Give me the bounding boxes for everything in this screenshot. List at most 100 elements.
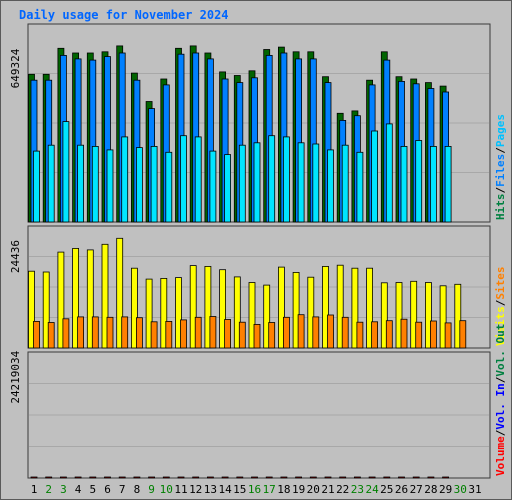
bar-volume-day-23: [353, 476, 361, 479]
chart-title: Daily usage for November 2024: [19, 8, 229, 22]
bar-volume-day-16: [251, 476, 258, 479]
bar-pages-day-16: [253, 142, 261, 223]
x-tick-label-day-9: 9: [148, 483, 155, 496]
x-tick-label-day-18: 18: [277, 483, 290, 496]
x-tick-label-day-30: 30: [454, 483, 467, 496]
bar-sites-day-3: [62, 318, 70, 349]
bar-sites-day-5: [91, 316, 99, 349]
bar-pages-day-6: [106, 149, 114, 223]
bar-volume-day-8: [133, 476, 141, 479]
x-tick-label-day-29: 29: [439, 483, 452, 496]
x-tick-label-day-22: 22: [336, 483, 349, 496]
bar-sites-day-9: [150, 321, 158, 349]
bar-visits-day-16: [248, 282, 256, 349]
x-tick-label-day-14: 14: [218, 483, 232, 496]
legend-entry: Visits: [494, 306, 507, 346]
bar-pages-day-18: [282, 136, 290, 223]
x-tick-label-day-26: 26: [395, 483, 408, 496]
bar-volume-day-20: [309, 476, 317, 479]
bar-sites-day-16: [253, 323, 261, 349]
bar-sites-day-1: [33, 320, 40, 349]
bar-visits-day-4: [72, 247, 79, 349]
bar-visits-day-15: [233, 276, 241, 349]
bar-volume-day-11: [177, 476, 185, 479]
bar-volume-day-18: [280, 476, 288, 479]
bar-pages-day-23: [356, 151, 364, 223]
bar-pages-day-1: [33, 150, 40, 223]
bar-sites-day-28: [429, 320, 437, 349]
bar-visits-day-21: [322, 265, 329, 349]
bar-sites-day-18: [282, 316, 290, 349]
bar-volume-day-24: [368, 476, 376, 479]
bar-sites-day-4: [77, 316, 84, 349]
bar-sites-day-22: [341, 316, 349, 349]
x-tick-label-day-2: 2: [45, 483, 52, 496]
bar-visits-day-23: [351, 267, 359, 349]
x-axis-labels: 1 2 3 4 5 6 7 8 9 10 11 12 13 14 15 16 17 18 19 20 21 22 23 24 2…: [31, 483, 482, 496]
bar-volume-day-19: [295, 476, 303, 479]
bar-sites-day-11: [180, 319, 187, 349]
x-tick-label-day-7: 7: [119, 483, 126, 496]
legend-entry: Files: [494, 154, 507, 187]
bar-volume-day-9: [148, 476, 156, 479]
bar-pages-day-14: [224, 154, 232, 223]
x-tick-label-day-13: 13: [204, 483, 217, 496]
bar-volume-day-29: [442, 476, 450, 479]
bar-pages-day-2: [47, 144, 55, 223]
bar-volume-day-13: [206, 476, 214, 479]
x-tick-label-day-24: 24: [365, 483, 379, 496]
bar-volume-day-6: [104, 476, 111, 479]
x-tick-label-day-23: 23: [351, 483, 364, 496]
bar-sites-day-25: [385, 320, 393, 349]
bar-pages-day-19: [297, 142, 305, 223]
bar-sites-day-8: [135, 317, 143, 349]
series-legend: Volume/Vol. In/Vol. Out: [494, 324, 507, 476]
panel-visits-sites: 24436 Visits/Sites: [9, 225, 507, 349]
bar-pages-day-13: [209, 150, 217, 223]
x-tick-label-day-6: 6: [104, 483, 111, 496]
y-max-tick-label: 24219034: [9, 350, 22, 403]
bar-volume-day-26: [398, 476, 405, 479]
legend-entry: Vol. In: [494, 383, 507, 429]
x-tick-label-day-21: 21: [321, 483, 334, 496]
bar-sites-day-10: [165, 320, 173, 349]
legend-entry: /: [494, 187, 507, 194]
bar-visits-day-22: [336, 264, 344, 349]
x-tick-label-day-1: 1: [31, 483, 38, 496]
bar-visits-day-24: [366, 267, 374, 349]
bar-pages-day-8: [135, 147, 143, 223]
legend-entry: /: [494, 376, 507, 383]
x-tick-label-day-15: 15: [233, 483, 246, 496]
bar-pages-day-25: [385, 123, 393, 223]
bar-pages-day-22: [341, 144, 349, 223]
bar-visits-day-30: [454, 283, 462, 349]
x-tick-label-day-17: 17: [263, 483, 276, 496]
bar-visits-day-26: [395, 282, 403, 349]
bar-visits-day-3: [57, 251, 65, 349]
bar-visits-day-28: [424, 282, 432, 349]
bar-pages-day-4: [77, 144, 84, 223]
bar-sites-day-23: [356, 321, 364, 349]
bar-volume-day-25: [383, 476, 391, 479]
bar-volume-day-1: [30, 476, 38, 479]
x-tick-label-day-11: 11: [174, 483, 187, 496]
bar-pages-day-11: [180, 135, 187, 223]
bar-sites-day-17: [268, 322, 276, 349]
bar-volume-day-3: [60, 476, 67, 479]
bar-visits-day-8: [130, 267, 138, 349]
x-tick-label-day-4: 4: [75, 483, 82, 496]
panel-volume: 24219034 Volume/Vol. In/Vol. Out: [9, 324, 507, 479]
bar-visits-day-19: [292, 271, 300, 349]
x-tick-label-day-31: 31: [468, 483, 481, 496]
bar-sites-day-27: [415, 321, 423, 349]
x-tick-label-day-10: 10: [160, 483, 173, 496]
bar-volume-day-4: [74, 476, 82, 479]
bar-volume-day-5: [89, 476, 97, 479]
bar-sites-day-12: [194, 316, 202, 349]
bar-pages-day-26: [400, 145, 408, 223]
bar-volume-day-2: [45, 476, 53, 479]
bar-pages-day-29: [444, 145, 452, 223]
bar-pages-day-10: [165, 151, 173, 223]
